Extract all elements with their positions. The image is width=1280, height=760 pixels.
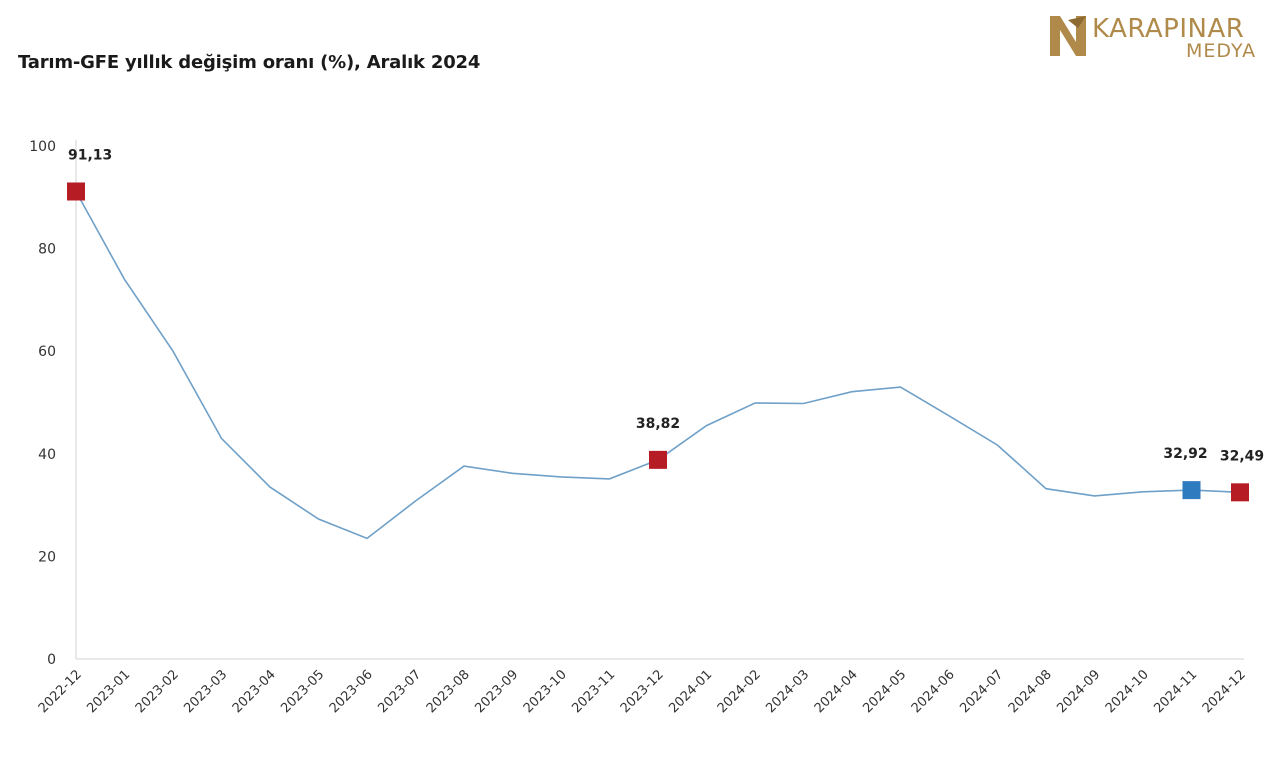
brand-logo: KARAPINAR MEDYA [1046, 10, 1276, 66]
logo-mark-icon [1050, 16, 1086, 56]
x-tick-label: 2024-09 [1054, 667, 1103, 716]
data-label: 38,82 [636, 416, 680, 432]
highlight-markers [67, 182, 1249, 502]
y-tick-label: 100 [29, 139, 56, 155]
data-label: 91,13 [68, 148, 112, 164]
highlight-marker [649, 450, 667, 469]
y-tick-label: 20 [38, 549, 56, 565]
x-tick-label: 2023-02 [133, 667, 182, 716]
x-tick-label: 2024-01 [666, 667, 715, 716]
x-tick-label: 2023-10 [521, 667, 570, 716]
highlight-marker [1182, 481, 1201, 500]
x-tick-label: 2022-12 [36, 667, 85, 716]
x-tick-label: 2024-07 [957, 667, 1006, 716]
x-tick-label: 2024-12 [1200, 667, 1249, 716]
x-tick-label: 2024-10 [1103, 667, 1152, 716]
x-tick-label: 2024-08 [1006, 667, 1055, 716]
series-lines [75, 191, 1241, 540]
x-tick-label: 2023-05 [278, 667, 327, 716]
x-tick-label: 2023-06 [327, 667, 376, 716]
x-tick-label: 2023-07 [375, 667, 424, 716]
x-tick-label: 2024-05 [860, 667, 909, 716]
chart-title: Tarım-GFE yıllık değişim oranı (%), Aral… [18, 52, 481, 73]
x-tick-label: 2023-09 [472, 667, 521, 716]
x-tick-label: 2024-04 [812, 667, 861, 716]
y-tick-label: 40 [38, 447, 56, 463]
x-tick-label: 2024-03 [763, 667, 812, 716]
x-tick-label: 2024-11 [1151, 667, 1200, 716]
x-tick-label: 2023-12 [618, 667, 667, 716]
x-tick-label: 2024-02 [715, 667, 764, 716]
x-tick-label: 2023-03 [181, 667, 230, 716]
logo-brand-text: KARAPINAR [1092, 14, 1245, 44]
y-tick-label: 60 [38, 344, 56, 360]
chart-axes [75, 140, 1244, 660]
series-line [75, 191, 1241, 540]
logo-sub-text: MEDYA [1186, 40, 1257, 62]
y-axis-ticks: 0 20 40 60 80 100 [29, 139, 56, 668]
highlight-marker [1231, 483, 1249, 502]
x-tick-label: 2023-11 [569, 667, 618, 716]
x-tick-label: 2024-06 [909, 667, 958, 716]
x-tick-label: 2023-01 [84, 667, 133, 716]
y-tick-label: 0 [47, 652, 56, 668]
data-labels: 91,13 38,82 32,92 32,49 [68, 148, 1264, 465]
data-label: 32,49 [1220, 448, 1264, 464]
x-axis-ticks: 2022-12 2023-01 2023-02 2023-03 2023-04 2023-… [36, 667, 1249, 716]
x-tick-label: 2023-04 [230, 667, 279, 716]
y-tick-label: 80 [38, 242, 56, 258]
x-tick-label: 2023-08 [424, 667, 473, 716]
highlight-marker [67, 182, 85, 201]
data-label: 32,92 [1163, 446, 1207, 462]
